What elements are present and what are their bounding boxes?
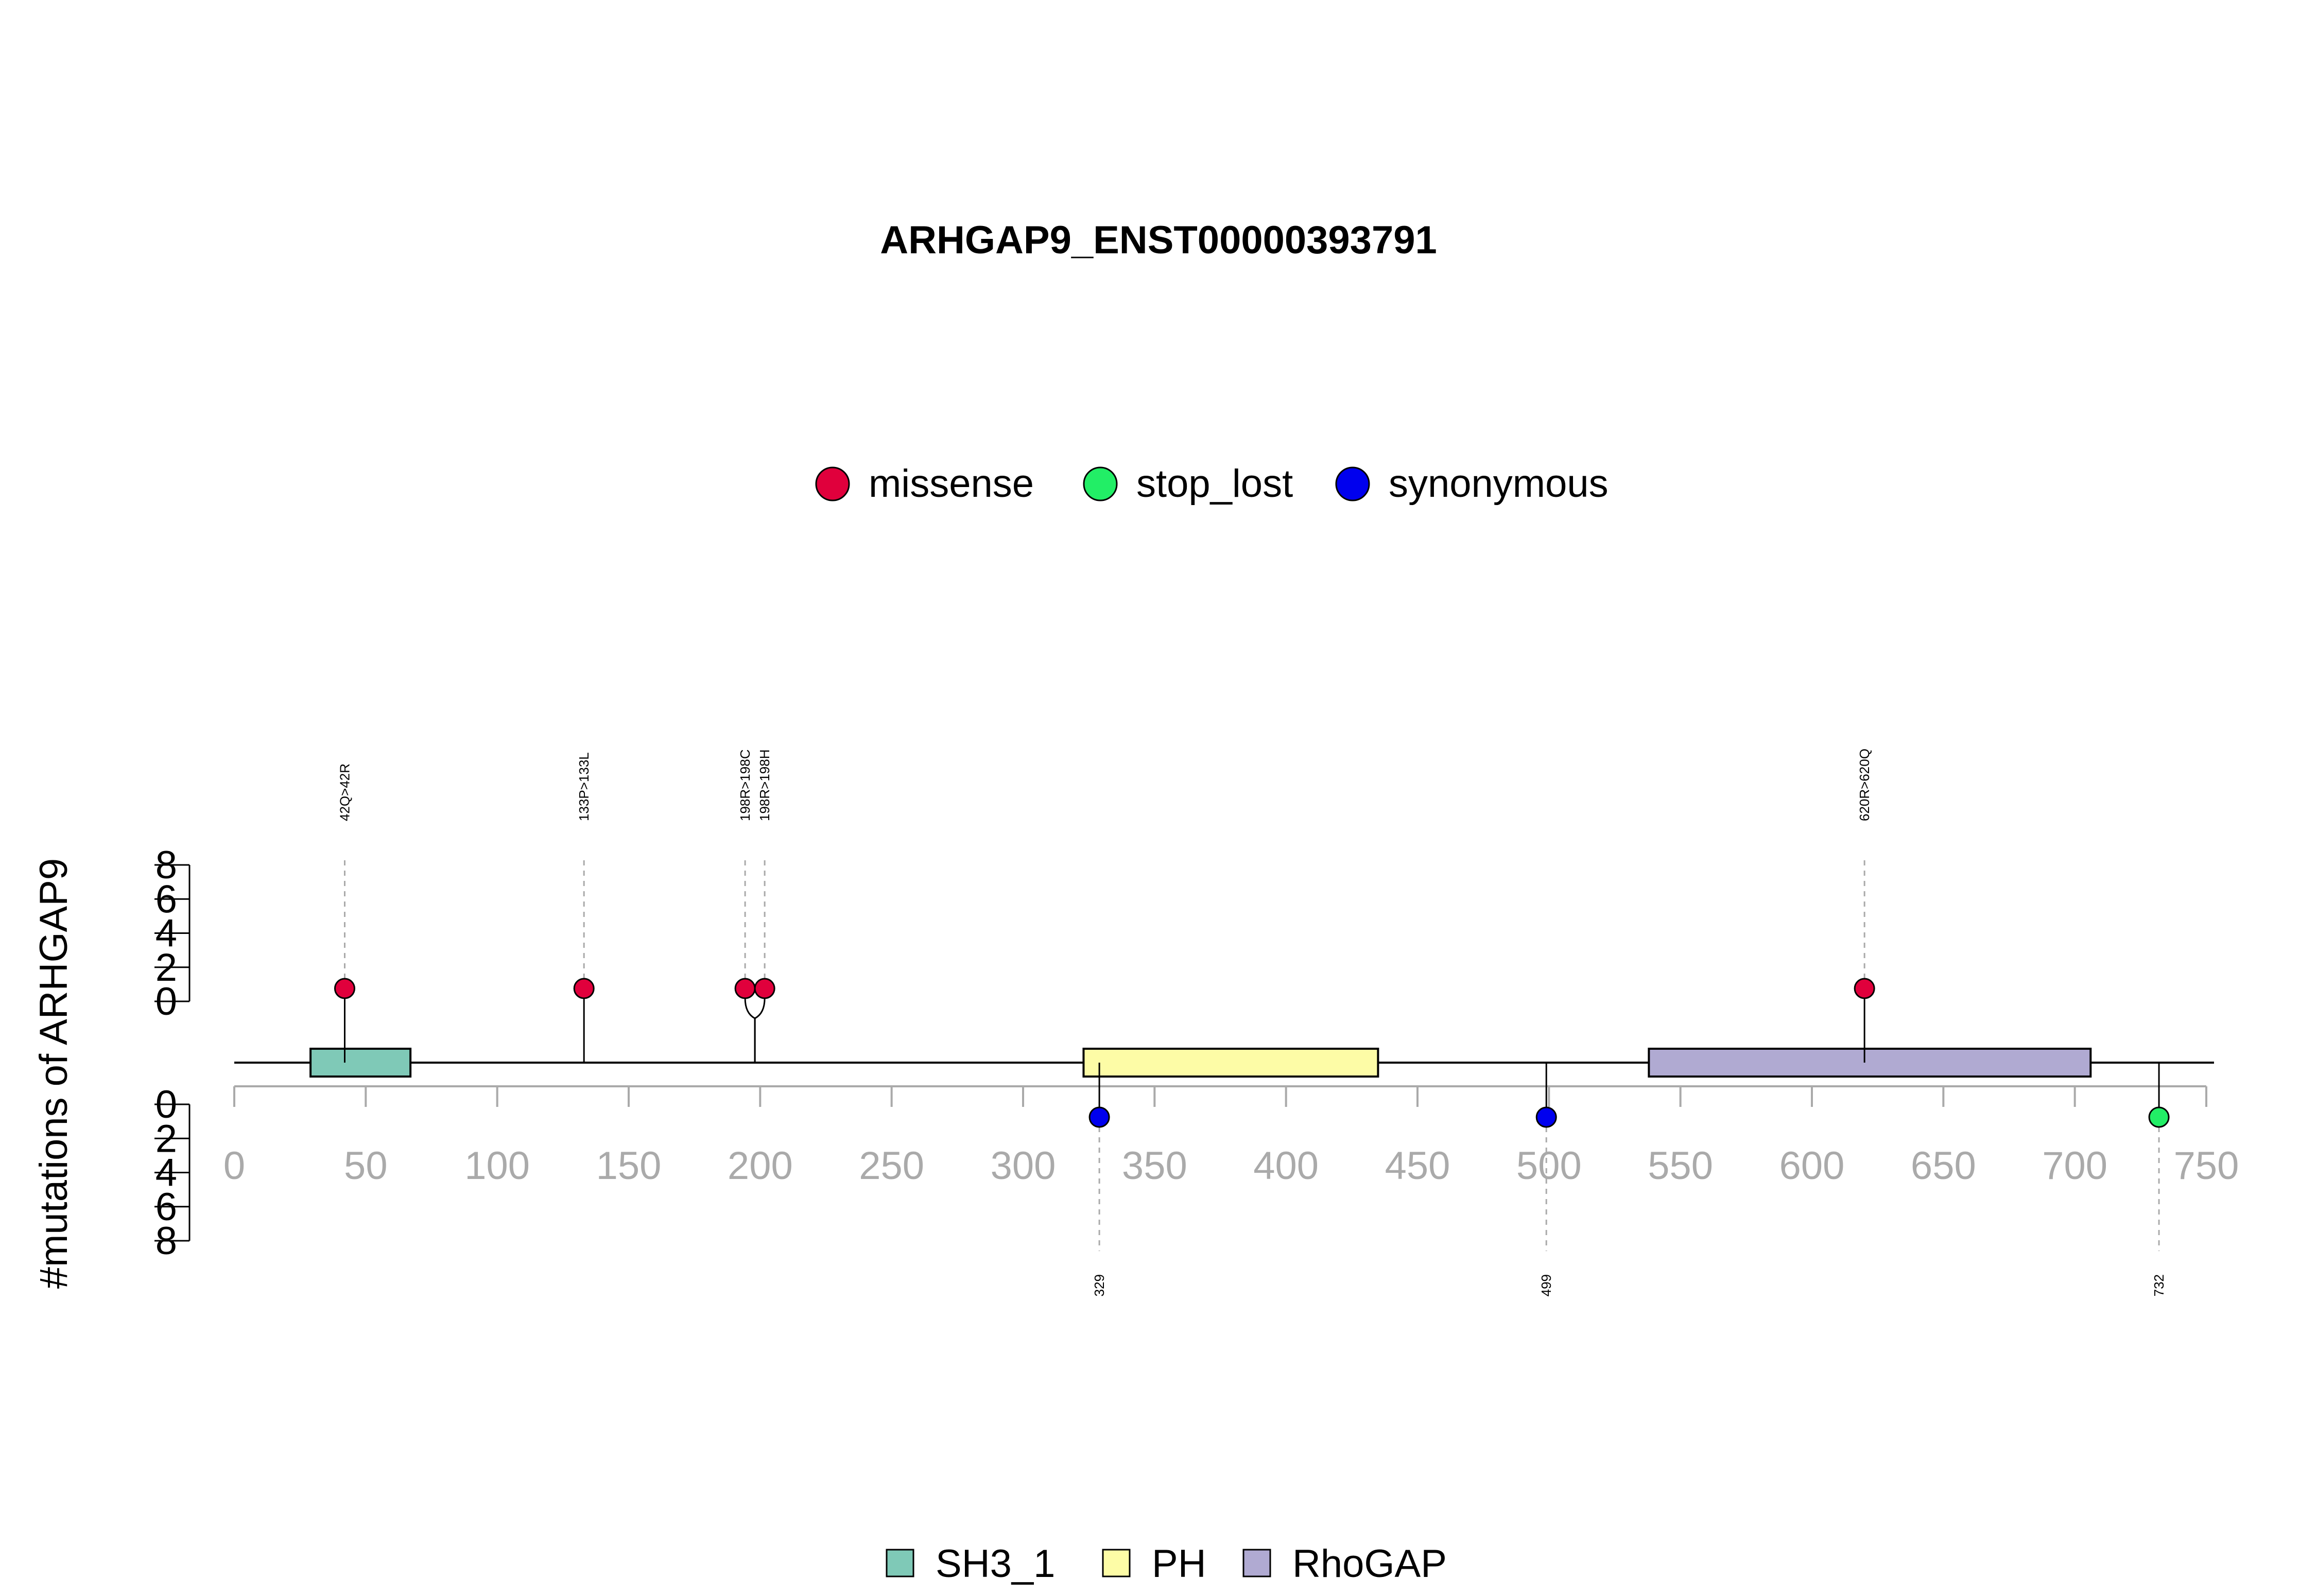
y-tick-label-top-8: 8 <box>155 843 177 887</box>
domain-legend-swatch-SH3_1 <box>886 1549 914 1577</box>
legend-marker-stop_lost <box>1083 466 1118 501</box>
y-tick-label-top-2: 2 <box>155 946 177 990</box>
x-tick-label-750: 750 <box>2174 1144 2239 1188</box>
x-tick-label-400: 400 <box>1253 1144 1319 1188</box>
domain-legend-label-PH: PH <box>1152 1542 1206 1586</box>
mutation-lollipops: 42Q>42R 133P>133L 198R>198C 198R>198H 620R>6… <box>334 749 2170 1296</box>
stem-branch-top-2 <box>744 998 755 1019</box>
x-tick-label-450: 450 <box>1385 1144 1450 1188</box>
x-tick-label-650: 650 <box>1911 1144 1976 1188</box>
legend-marker-synonymous <box>1335 466 1370 501</box>
mutation-point-top-4 <box>1854 978 1875 999</box>
y-tick-label-bottom-4: 4 <box>155 1151 177 1195</box>
y-tick-label-bottom-0: 0 <box>155 1083 177 1126</box>
y-tick-label-bottom-6: 6 <box>155 1185 177 1229</box>
domain-box-RhoGAP <box>1648 1048 2092 1078</box>
domain-boxes <box>309 1048 2092 1078</box>
mutation-point-bottom-0 <box>1088 1106 1110 1128</box>
domain-box-SH3_1 <box>309 1048 412 1078</box>
x-tick-label-300: 300 <box>991 1144 1056 1188</box>
y-tick-label-bottom-2: 2 <box>155 1117 177 1160</box>
mutation-point-bottom-1 <box>1535 1106 1557 1128</box>
mutation-label-bottom-1: 499 <box>1538 1274 1554 1296</box>
domain-legend-swatch-RhoGAP <box>1242 1549 1271 1577</box>
mutation-label-top-3: 198R>198H <box>757 750 772 822</box>
y-tick-label-bottom-8: 8 <box>155 1219 177 1263</box>
mutation-type-legend: missense stop_lost synonymous <box>815 462 1609 506</box>
x-tick-label-250: 250 <box>859 1144 924 1188</box>
x-tick-label-350: 350 <box>1122 1144 1187 1188</box>
mutation-point-top-3 <box>754 978 775 999</box>
mutation-point-top-2 <box>734 978 756 999</box>
y-axis-label: #mutations of ARHGAP9 <box>32 858 76 1289</box>
y-tick-label-top-4: 4 <box>155 912 177 956</box>
legend-label-stop_lost: stop_lost <box>1136 462 1293 506</box>
x-tick-label-150: 150 <box>596 1144 662 1188</box>
mutation-point-top-1 <box>573 978 595 999</box>
domain-box-PH <box>1082 1048 1379 1078</box>
x-tick-label-700: 700 <box>2042 1144 2107 1188</box>
mutation-label-bottom-2: 732 <box>2151 1274 2167 1296</box>
mutation-point-top-0 <box>334 978 355 999</box>
domain-legend-label-RhoGAP: RhoGAP <box>1292 1542 1447 1586</box>
x-tick-label-600: 600 <box>1779 1144 1845 1188</box>
x-tick-label-100: 100 <box>464 1144 530 1188</box>
y-tick-label-top-0: 0 <box>155 980 177 1023</box>
x-tick-label-550: 550 <box>1648 1144 1713 1188</box>
legend-label-synonymous: synonymous <box>1389 462 1609 506</box>
x-tick-label-0: 0 <box>223 1144 245 1188</box>
mutation-label-bottom-0: 329 <box>1092 1274 1107 1296</box>
x-tick-label-200: 200 <box>728 1144 793 1188</box>
domain-legend-label-SH3_1: SH3_1 <box>936 1542 1055 1586</box>
x-tick-label-50: 50 <box>344 1144 388 1188</box>
mutation-label-top-1: 133P>133L <box>576 752 592 821</box>
legend-marker-missense <box>815 466 850 501</box>
chart-title: ARHGAP9_ENST00000393791 <box>880 218 1437 262</box>
y-tick-label-top-6: 6 <box>155 877 177 921</box>
domain-legend-swatch-PH <box>1102 1549 1131 1577</box>
mutation-label-top-2: 198R>198C <box>737 750 753 822</box>
mutation-label-top-4: 620R>620Q <box>1857 749 1872 821</box>
mutation-label-top-0: 42Q>42R <box>337 764 352 821</box>
x-tick-label-500: 500 <box>1516 1144 1582 1188</box>
mutation-point-bottom-2 <box>2148 1106 2170 1128</box>
legend-label-missense: missense <box>869 462 1034 506</box>
stem-branch-top-3 <box>754 998 766 1019</box>
x-axis: 0 50 100 150 200 250 300 350 400 450 500 550 600 650 7… <box>223 1085 2239 1188</box>
domain-legend: SH3_1 PH RhoGAP <box>886 1542 1447 1586</box>
